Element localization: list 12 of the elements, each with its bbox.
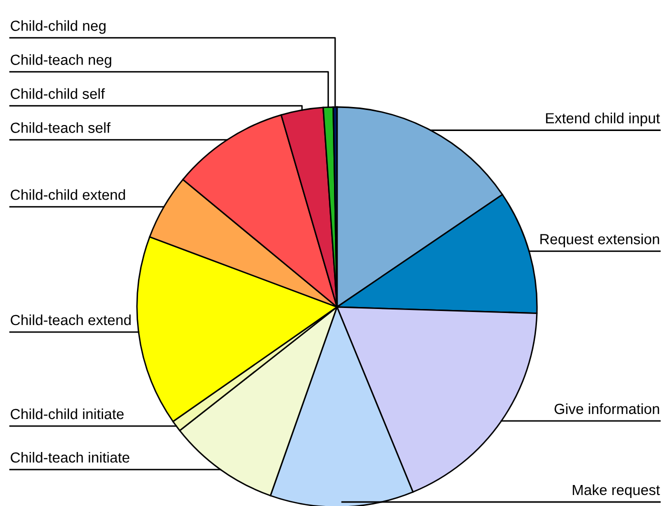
slice-label: Child-child neg: [10, 20, 106, 34]
slice-label: Child-teach neg: [10, 54, 112, 68]
slice-label: Child-child self: [10, 88, 105, 99]
slice-label: Make request: [572, 484, 660, 498]
slice-label: Child-teach self: [10, 122, 111, 133]
slice-label: Request extension: [540, 234, 660, 248]
slice-label: Child-teach initiate: [10, 452, 130, 463]
slice-label: Give information: [554, 403, 660, 414]
slice-label: Child-child extend: [10, 189, 125, 200]
slice-label: Child-teach extend: [10, 314, 131, 326]
slice-label: Extend child input: [546, 112, 660, 126]
slice-label: Child-child initiate: [10, 408, 124, 420]
